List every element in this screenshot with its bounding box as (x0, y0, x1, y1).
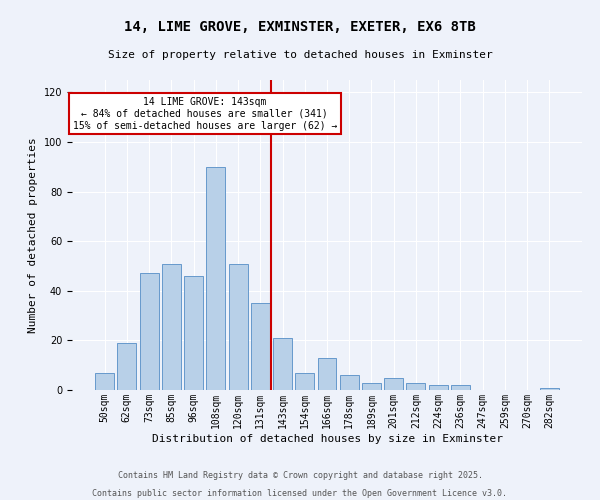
Bar (206, 167, 225, 390)
Bar (118, 343, 136, 390)
Y-axis label: Number of detached properties: Number of detached properties (28, 137, 38, 333)
X-axis label: Distribution of detached houses by size in Exminster: Distribution of detached houses by size … (151, 434, 503, 444)
Bar (95, 372, 114, 390)
Bar (162, 264, 181, 390)
Bar (429, 385, 448, 390)
Text: 14 LIME GROVE: 143sqm
← 84% of detached houses are smaller (341)
15% of semi-det: 14 LIME GROVE: 143sqm ← 84% of detached … (73, 98, 337, 130)
Bar (451, 385, 470, 390)
Bar (340, 375, 359, 390)
Bar (140, 274, 158, 390)
Bar (251, 303, 270, 390)
Text: 14, LIME GROVE, EXMINSTER, EXETER, EX6 8TB: 14, LIME GROVE, EXMINSTER, EXETER, EX6 8… (124, 20, 476, 34)
Bar (184, 276, 203, 390)
Bar (229, 264, 248, 390)
Bar (384, 378, 403, 390)
Text: Size of property relative to detached houses in Exminster: Size of property relative to detached ho… (107, 50, 493, 60)
Bar (540, 388, 559, 390)
Bar (406, 382, 425, 390)
Bar (273, 338, 292, 390)
Text: Contains public sector information licensed under the Open Government Licence v3: Contains public sector information licen… (92, 488, 508, 498)
Bar (317, 358, 337, 390)
Bar (295, 372, 314, 390)
Text: Contains HM Land Registry data © Crown copyright and database right 2025.: Contains HM Land Registry data © Crown c… (118, 471, 482, 480)
Bar (362, 382, 381, 390)
